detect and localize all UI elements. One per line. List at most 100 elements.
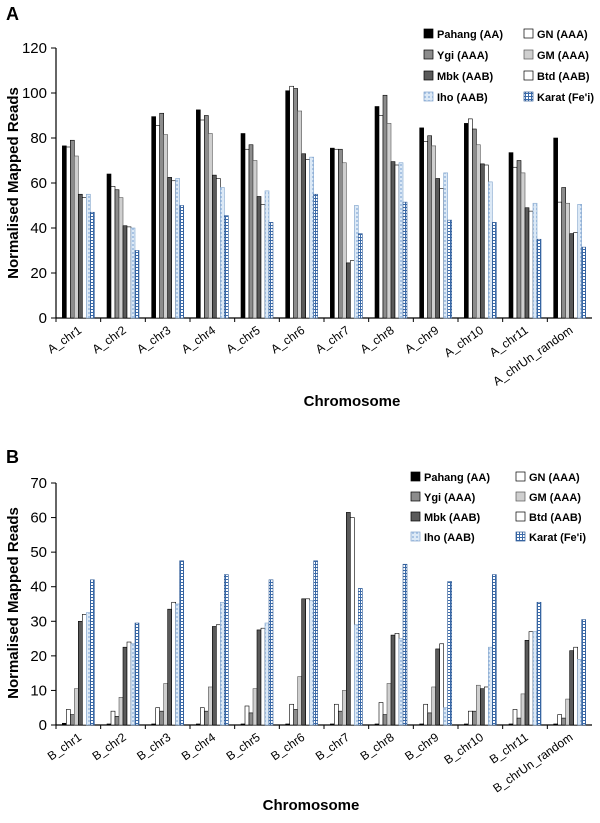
- panel-b-category-label: B_chrUn_random: [490, 730, 575, 795]
- bar-a-a-chr8-ygi-aaa: [382, 94, 388, 319]
- legend-label-a-gm-aaa: GM (AAA): [537, 50, 589, 62]
- bar-a-a-chrun-random-iho-aab: [577, 204, 582, 319]
- panel-a-category-label: A_chr10: [441, 323, 486, 360]
- panel-a-ytick-label: 120: [22, 40, 47, 57]
- bar-b-b-chr10-gm-aaa: [476, 684, 481, 726]
- bar-b-b-chr11-pahang-aa: [508, 723, 514, 726]
- bar-a-a-chr11-pahang-aa: [508, 152, 514, 319]
- panel-b-category-label: B_chr9: [402, 730, 441, 763]
- panel-a-ytick-label: 40: [30, 220, 47, 237]
- bar-a-a-chr9-gn-aaa: [423, 141, 428, 319]
- legend-swatch-b-karat-fe-i: [515, 531, 526, 542]
- bar-a-a-chr5-btd-aab: [260, 204, 266, 319]
- bar-a-a-chr8-btd-aab: [394, 164, 400, 319]
- panel-b-category-label: B_chr4: [179, 730, 218, 763]
- bar-a-a-chr5-pahang-aa: [240, 133, 246, 319]
- bar-a-a-chr1-ygi-aaa: [70, 139, 75, 319]
- bar-a-a-chr7-iho-aab: [354, 205, 359, 319]
- panel-b-category-label: B_chr3: [134, 730, 173, 763]
- bar-b-b-chr5-pahang-aa: [240, 723, 246, 726]
- bar-b-b-chr4-pahang-aa: [196, 723, 201, 726]
- bar-b-b-chr9-gn-aaa: [423, 703, 428, 726]
- bar-b-b-chr11-gm-aaa: [520, 693, 526, 726]
- panel-b-ytick-label: 60: [30, 510, 47, 527]
- panel-b-category-label: B_chr8: [358, 730, 397, 763]
- bar-a-a-chr4-gm-aaa: [208, 133, 213, 319]
- bar-b-b-chr3-gn-aaa: [155, 707, 160, 726]
- bar-a-a-chr10-ygi-aaa: [472, 128, 477, 319]
- legend-swatch-b-gn-aaa: [515, 471, 526, 482]
- panel-a-ytick-label: 100: [22, 85, 47, 102]
- panel-a-letter: A: [6, 4, 19, 24]
- bar-a-a-chr11-karat-fe-i: [536, 238, 542, 319]
- panel-b-letter: B: [6, 447, 19, 467]
- bar-b-b-chr7-mbk-aab: [346, 512, 351, 726]
- bar-a-a-chr6-gm-aaa: [297, 110, 302, 319]
- bar-a-a-chr2-karat-fe-i: [134, 250, 140, 319]
- bar-b-b-chrun-random-ygi-aaa: [561, 717, 566, 726]
- bar-a-a-chr4-iho-aab: [220, 187, 225, 319]
- bar-a-a-chr5-karat-fe-i: [268, 222, 274, 319]
- legend-label-b-gm-aaa: GM (AAA): [529, 492, 581, 504]
- bar-b-b-chr11-ygi-aaa: [516, 717, 522, 726]
- bar-a-a-chr3-btd-aab: [171, 180, 176, 319]
- bar-a-a-chrun-random-karat-fe-i: [581, 246, 586, 319]
- legend-swatch-a-pahang-aa: [423, 28, 434, 39]
- bar-b-b-chr1-gn-aaa: [66, 709, 71, 726]
- bar-b-b-chr7-gn-aaa: [334, 703, 339, 726]
- panel-b-ytick-label: 50: [30, 544, 47, 561]
- bar-a-a-chr4-karat-fe-i: [224, 215, 229, 319]
- panel-a-xlabel: Chromosome: [304, 393, 401, 410]
- bar-b-b-chr7-ygi-aaa: [338, 710, 343, 726]
- bar-b-b-chrun-random-btd-aab: [573, 646, 578, 726]
- panel-b-category-label: B_chr2: [90, 730, 129, 763]
- bar-a-a-chr9-karat-fe-i: [447, 219, 452, 319]
- bar-b-b-chr7-gm-aaa: [342, 690, 347, 726]
- bar-a-a-chr6-iho-aab: [309, 156, 314, 319]
- bar-a-a-chr4-gn-aaa: [200, 119, 205, 319]
- bar-a-a-chr10-pahang-aa: [464, 123, 469, 319]
- bar-a-a-chr9-mbk-aab: [435, 178, 440, 319]
- bar-a-a-chr2-gm-aaa: [118, 197, 124, 319]
- bar-b-b-chr3-gm-aaa: [163, 683, 168, 726]
- panel-a-ytick-label: 80: [30, 130, 47, 147]
- panel-b-ytick-label: 10: [30, 682, 47, 699]
- bar-a-a-chr4-pahang-aa: [196, 109, 201, 319]
- bar-b-b-chr2-btd-aab: [126, 641, 132, 726]
- bar-a-a-chr2-gn-aaa: [110, 186, 116, 319]
- bar-a-a-chr7-gm-aaa: [342, 162, 347, 319]
- bar-b-b-chr2-iho-aab: [130, 643, 136, 726]
- bar-b-b-chr11-mbk-aab: [524, 639, 530, 726]
- bar-a-a-chr7-karat-fe-i: [358, 233, 363, 319]
- panel-b-ytick-label: 0: [39, 717, 47, 734]
- bar-b-b-chr2-mbk-aab: [122, 646, 128, 726]
- bar-b-b-chr8-ygi-aaa: [382, 714, 388, 726]
- bar-a-a-chr6-mbk-aab: [301, 153, 306, 319]
- bar-b-b-chr4-gm-aaa: [208, 686, 213, 726]
- bar-b-b-chr8-btd-aab: [394, 633, 400, 726]
- legend-swatch-b-iho-aab: [410, 531, 421, 542]
- bar-b-b-chr5-btd-aab: [260, 627, 266, 726]
- legend-swatch-a-btd-aab: [523, 70, 534, 81]
- legend-label-b-mbk-aab: Mbk (AAB): [424, 512, 481, 524]
- bar-b-b-chr6-pahang-aa: [285, 723, 290, 726]
- bar-a-a-chr3-gm-aaa: [163, 134, 168, 319]
- bar-b-b-chr10-mbk-aab: [480, 688, 485, 726]
- legend-label-b-iho-aab: Iho (AAB): [424, 532, 475, 544]
- bar-b-b-chr4-iho-aab: [220, 601, 225, 726]
- bar-b-b-chr6-btd-aab: [305, 598, 310, 726]
- bar-b-b-chr9-gm-aaa: [431, 686, 436, 726]
- bar-a-a-chr5-ygi-aaa: [248, 144, 254, 319]
- bar-b-b-chr1-ygi-aaa: [70, 714, 75, 726]
- bar-b-b-chr6-mbk-aab: [301, 598, 306, 726]
- bar-b-b-chr4-btd-aab: [216, 624, 221, 726]
- bar-b-b-chr8-pahang-aa: [374, 723, 380, 726]
- bar-a-a-chr10-mbk-aab: [480, 163, 485, 319]
- bar-a-a-chr10-karat-fe-i: [492, 222, 497, 319]
- bar-a-a-chrun-random-btd-aab: [573, 232, 578, 319]
- bar-a-a-chr11-ygi-aaa: [516, 160, 522, 319]
- bar-a-a-chr5-iho-aab: [264, 190, 270, 319]
- bar-a-a-chr7-btd-aab: [350, 260, 355, 319]
- legend-label-a-iho-aab: Iho (AAB): [437, 92, 488, 104]
